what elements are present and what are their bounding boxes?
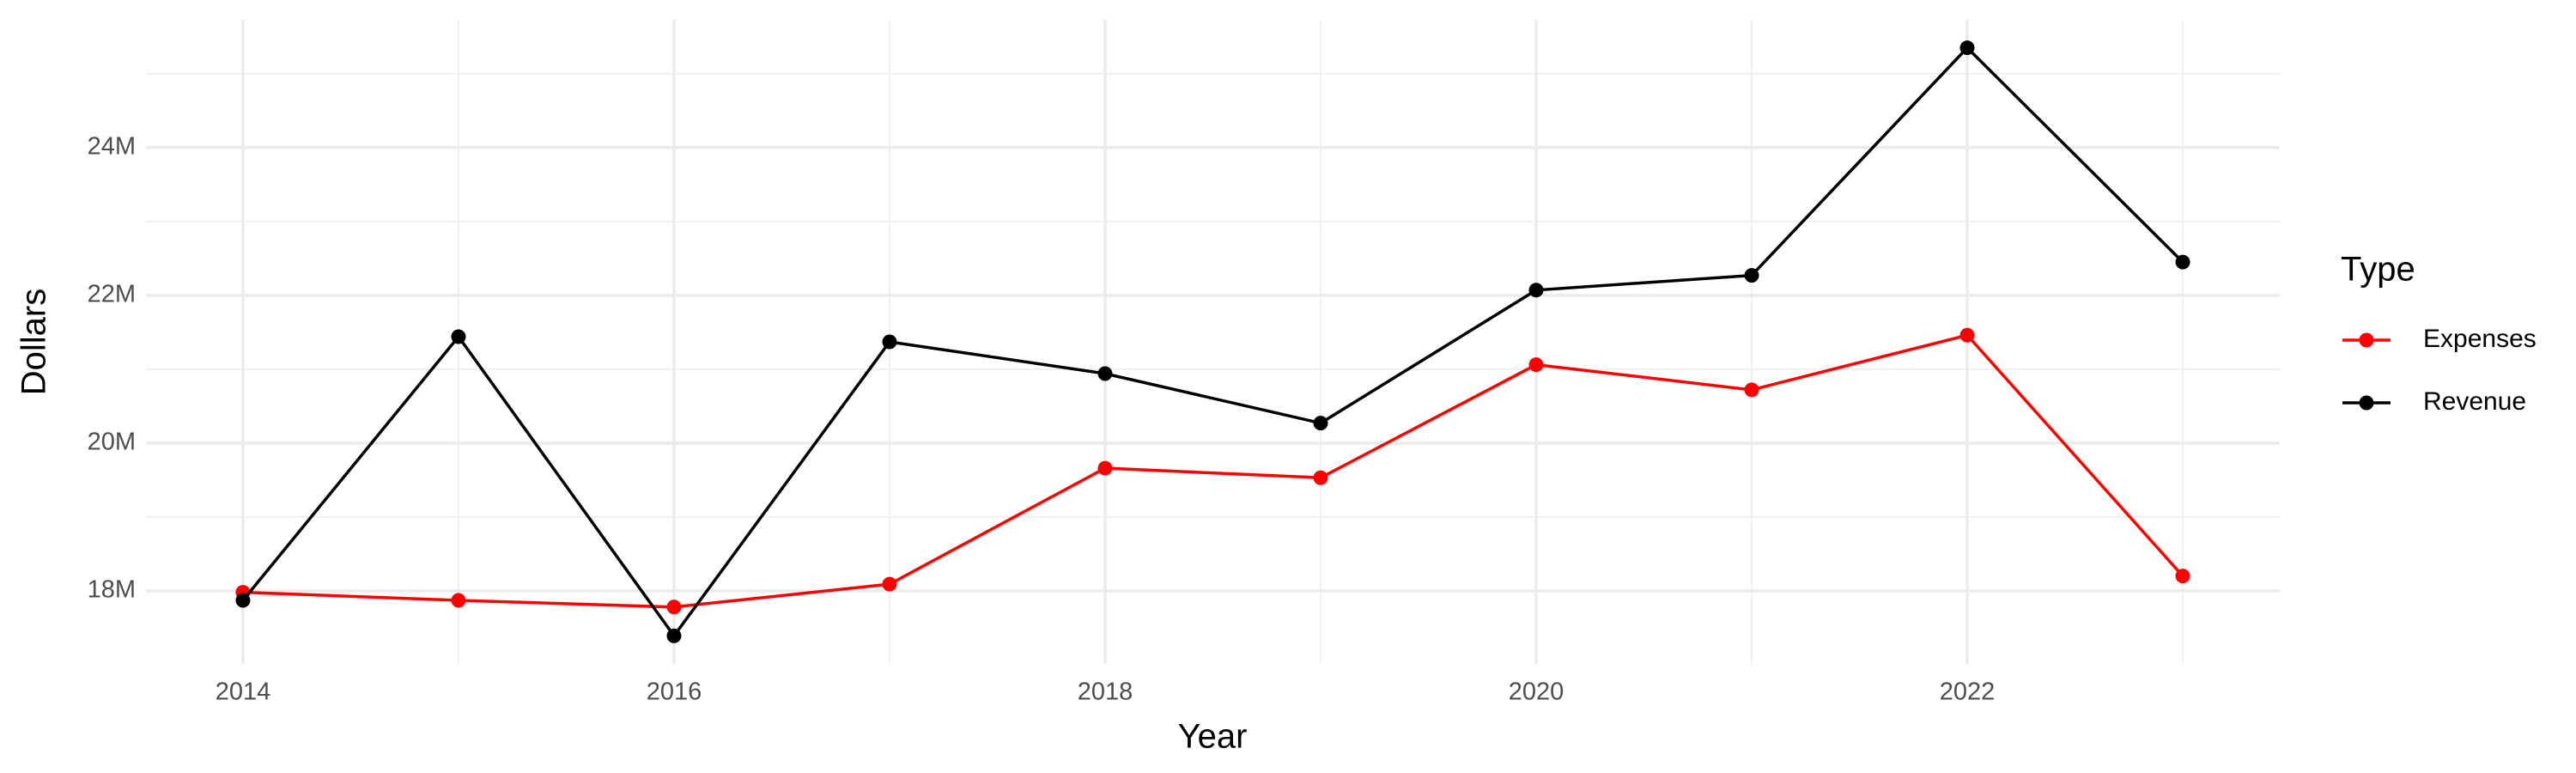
data-point — [235, 593, 251, 608]
x-tick-label: 2014 — [216, 679, 271, 706]
y-tick-label: 18M — [88, 576, 136, 604]
legend-swatch-point — [2359, 395, 2374, 411]
data-point — [451, 329, 466, 344]
y-tick-label: 24M — [88, 132, 136, 160]
x-tick-label: 2018 — [1078, 679, 1133, 706]
legend-title: Type — [2341, 251, 2415, 289]
x-axis-title: Year — [1178, 718, 1248, 756]
data-point — [2175, 569, 2190, 584]
legend-label: Revenue — [2423, 387, 2526, 416]
data-point — [666, 600, 682, 615]
data-point — [882, 334, 897, 350]
data-point — [1097, 460, 1113, 476]
x-tick-label: 2020 — [1509, 679, 1564, 706]
data-point — [1959, 40, 1975, 56]
data-point — [1528, 357, 1544, 373]
x-tick-label: 2022 — [1940, 679, 1996, 706]
data-point — [882, 576, 897, 592]
y-tick-label: 22M — [88, 280, 136, 307]
series-line — [241, 46, 2184, 639]
data-point — [1097, 366, 1113, 381]
data-point — [1959, 327, 1975, 343]
data-point — [1744, 382, 1759, 398]
data-point — [1528, 283, 1544, 298]
data-point — [666, 628, 682, 643]
x-tick-label: 2016 — [647, 679, 702, 706]
series-line — [242, 333, 2184, 609]
data-point — [1744, 268, 1759, 283]
legend-swatch-point — [2359, 332, 2374, 348]
data-point — [2175, 254, 2190, 270]
data-point — [1313, 470, 1328, 485]
data-point — [1313, 416, 1328, 431]
y-tick-label: 20M — [88, 428, 136, 455]
y-axis-title: Dollars — [15, 289, 53, 395]
data-point — [451, 593, 466, 608]
legend-label: Expenses — [2423, 325, 2537, 353]
